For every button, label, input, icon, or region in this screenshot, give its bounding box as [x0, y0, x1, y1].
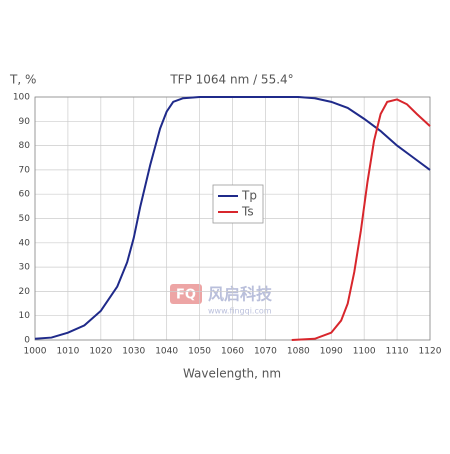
y-tick-label: 70 [19, 165, 31, 175]
x-tick-label: 1120 [419, 347, 442, 357]
y-tick-label: 30 [19, 263, 31, 273]
y-tick-label: 60 [19, 190, 31, 200]
url: www.fingqi.com [208, 307, 272, 316]
x-tick-label: 1020 [89, 347, 112, 357]
x-tick-label: 1050 [188, 347, 211, 357]
x-tick-label: 1070 [254, 347, 277, 357]
logo-box [170, 284, 202, 304]
x-tick-label: 1010 [56, 347, 79, 357]
y-tick-label: 0 [24, 336, 30, 346]
brand: 风启科技 [208, 285, 273, 304]
x-tick-label: 1110 [386, 347, 409, 357]
y-tick-label: 10 [19, 311, 31, 321]
x-tick-label: 1030 [122, 347, 145, 357]
x-tick-label: 1100 [353, 347, 376, 357]
chart-title: TFP 1064 nm / 55.4° [169, 73, 293, 87]
series-line [291, 98, 431, 341]
x-tick-label: 1000 [24, 347, 47, 357]
legend-label: Ts [241, 205, 254, 219]
series-line [34, 96, 431, 340]
y-tick-label: 100 [13, 93, 30, 103]
legend-box [212, 184, 264, 224]
legend-label: Tp [241, 189, 257, 203]
x-tick-label: 1080 [287, 347, 310, 357]
y-tick-label: 40 [19, 238, 31, 248]
x-axis-label: Wavelength, nm [183, 367, 281, 381]
watermark: FQ 风启科技 www.fingqi.com [170, 284, 273, 316]
y-tick-label: 80 [19, 141, 31, 151]
x-tick-label: 1060 [221, 347, 244, 357]
x-tick-label: 1090 [320, 347, 343, 357]
logo: FQ [176, 288, 196, 303]
y-tick-label: 20 [19, 287, 31, 297]
y-axis-label: T, % [9, 73, 36, 87]
y-tick-label: 90 [19, 117, 31, 127]
y-tick-label: 50 [19, 214, 31, 224]
x-tick-label: 1040 [155, 347, 178, 357]
